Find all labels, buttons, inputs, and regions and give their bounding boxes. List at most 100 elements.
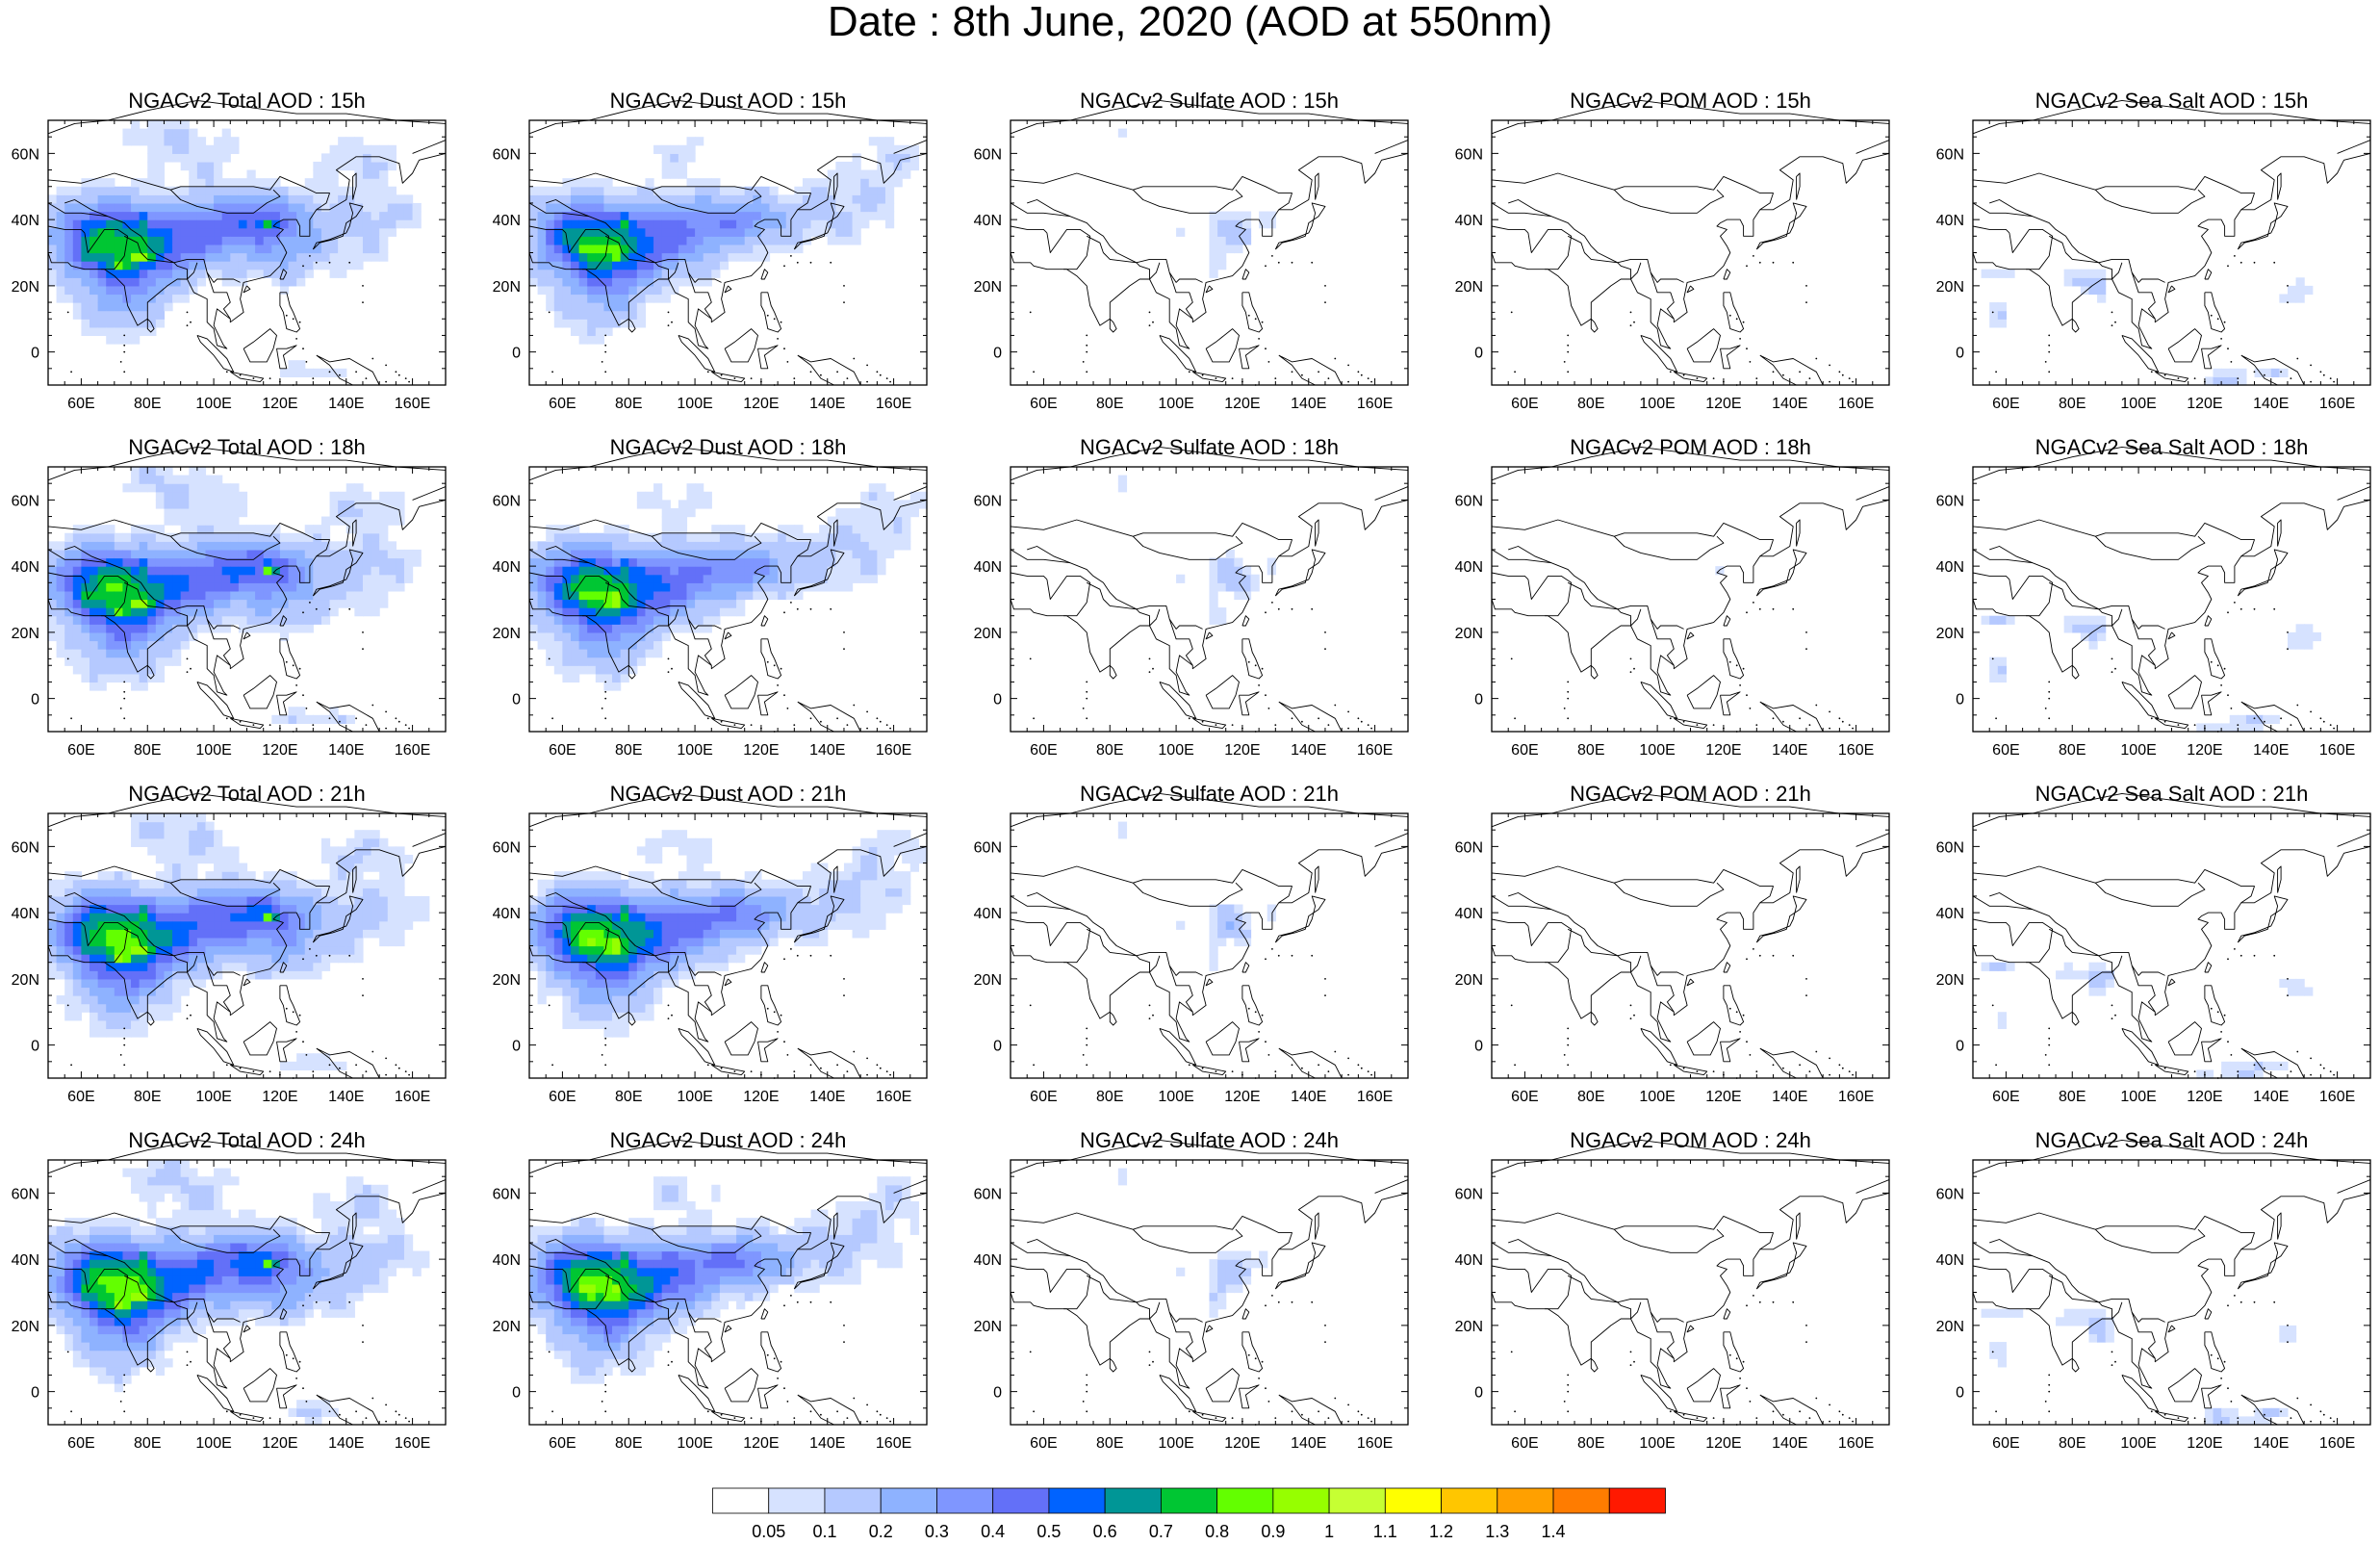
colorbar-bin — [1105, 1488, 1161, 1513]
lat-tick-label: 40N — [1936, 906, 1964, 922]
aod-shading — [48, 467, 422, 724]
lon-tick-label: 160E — [1838, 1435, 1874, 1452]
lat-tick-label: 0 — [31, 1385, 39, 1402]
lat-tick-label: 40N — [1455, 559, 1483, 576]
lat-tick-label: 60N — [1936, 493, 1964, 509]
lat-tick-label: 40N — [974, 559, 1002, 576]
lon-tick-label: 100E — [677, 396, 712, 412]
lon-tick-label: 80E — [1577, 1089, 1604, 1105]
lon-tick-label: 100E — [2120, 396, 2156, 412]
lon-tick-label: 60E — [1511, 396, 1538, 412]
lon-tick-label: 160E — [1357, 1435, 1393, 1452]
aod-shading — [1982, 270, 2314, 386]
lon-tick-label: 80E — [134, 742, 161, 759]
colorbar-label: 1 — [1324, 1522, 1334, 1541]
lat-tick-label: 40N — [974, 213, 1002, 229]
lon-tick-label: 140E — [809, 1089, 845, 1105]
lon-tick-label: 80E — [1577, 396, 1604, 412]
panel-title: NGACv2 Dust AOD : 15h — [526, 89, 931, 114]
map-frame — [1973, 813, 2370, 1078]
colorbar-bin — [1273, 1488, 1329, 1513]
lon-tick-label: 80E — [615, 742, 642, 759]
lat-tick-label: 60N — [1455, 146, 1483, 163]
coastlines — [1973, 447, 2370, 733]
lon-tick-label: 60E — [1511, 1089, 1538, 1105]
lon-tick-label: 60E — [549, 742, 576, 759]
lat-tick-label: 20N — [1936, 1319, 1964, 1335]
lon-tick-label: 140E — [809, 742, 845, 759]
lat-tick-label: 0 — [1956, 1039, 1964, 1055]
lat-tick-label: 0 — [1474, 346, 1483, 362]
lon-tick-label: 60E — [1992, 1089, 2019, 1105]
lon-tick-label: 120E — [2187, 396, 2222, 412]
lat-tick-label: 20N — [974, 626, 1002, 642]
lon-tick-label: 160E — [876, 1089, 911, 1105]
lat-tick-label: 60N — [493, 146, 521, 163]
lon-tick-label: 80E — [134, 1089, 161, 1105]
colorbar-bin — [1609, 1488, 1665, 1513]
panel-title: NGACv2 Sea Salt AOD : 15h — [1970, 89, 2374, 114]
lon-tick-label: 160E — [1357, 742, 1393, 759]
lat-tick-label: 40N — [974, 906, 1002, 922]
panel-title: NGACv2 Sea Salt AOD : 18h — [1970, 435, 2374, 460]
lon-tick-label: 60E — [1030, 742, 1057, 759]
lat-tick-label: 60N — [1936, 146, 1964, 163]
lon-tick-label: 140E — [328, 396, 364, 412]
panel-title: NGACv2 POM AOD : 24h — [1489, 1128, 1893, 1153]
lon-tick-label: 120E — [1705, 1435, 1741, 1452]
lat-tick-label: 40N — [12, 1252, 39, 1269]
lat-tick-label: 40N — [12, 213, 39, 229]
lon-tick-label: 120E — [262, 742, 297, 759]
lon-tick-label: 60E — [549, 1089, 576, 1105]
lat-tick-label: 0 — [512, 692, 521, 708]
lon-tick-label: 80E — [2059, 396, 2086, 412]
lon-tick-label: 120E — [743, 1435, 779, 1452]
map-frame — [1492, 1160, 1889, 1425]
lat-tick-label: 20N — [1455, 279, 1483, 296]
lon-tick-label: 100E — [677, 742, 712, 759]
colorbar-label: 1.2 — [1429, 1522, 1453, 1541]
colorbar-label: 0.7 — [1149, 1522, 1173, 1541]
lon-tick-label: 120E — [1705, 396, 1741, 412]
panel-title: NGACv2 POM AOD : 15h — [1489, 89, 1893, 114]
colorbar-bin — [1385, 1488, 1441, 1513]
lat-tick-label: 0 — [1956, 692, 1964, 708]
lon-tick-label: 80E — [615, 396, 642, 412]
lat-tick-label: 20N — [974, 972, 1002, 989]
colorbar-bin — [1329, 1488, 1385, 1513]
panel-title: NGACv2 Sea Salt AOD : 24h — [1970, 1128, 2374, 1153]
panel-title: NGACv2 Sulfate AOD : 18h — [1008, 435, 1412, 460]
lat-tick-label: 0 — [1474, 692, 1483, 708]
lat-tick-label: 40N — [1936, 559, 1964, 576]
aod-shading — [1982, 1309, 2297, 1426]
lat-tick-label: 20N — [12, 972, 39, 989]
lon-tick-label: 120E — [1224, 742, 1260, 759]
lon-tick-label: 140E — [1772, 1089, 1807, 1105]
lat-tick-label: 0 — [1474, 1039, 1483, 1055]
lon-tick-label: 160E — [876, 396, 911, 412]
lat-tick-label: 60N — [493, 1186, 521, 1202]
lat-tick-label: 20N — [1936, 972, 1964, 989]
colorbar-bin — [1442, 1488, 1497, 1513]
lon-tick-label: 140E — [809, 1435, 845, 1452]
lat-tick-label: 60N — [12, 1186, 39, 1202]
lat-tick-label: 0 — [993, 346, 1002, 362]
aod-shading — [529, 830, 928, 1037]
lon-tick-label: 60E — [1030, 1089, 1057, 1105]
lon-tick-label: 100E — [1158, 1435, 1193, 1452]
lat-tick-label: 40N — [1455, 906, 1483, 922]
panel-title: NGACv2 POM AOD : 18h — [1489, 435, 1893, 460]
map-frame — [1492, 813, 1889, 1078]
lat-tick-label: 60N — [1936, 1186, 1964, 1202]
aod-shading — [48, 1160, 429, 1426]
panel-title: NGACv2 POM AOD : 21h — [1489, 782, 1893, 807]
lat-tick-label: 20N — [1936, 626, 1964, 642]
colorbar-bin — [936, 1488, 992, 1513]
lon-tick-label: 120E — [1224, 396, 1260, 412]
colorbar-label: 0.9 — [1261, 1522, 1285, 1541]
